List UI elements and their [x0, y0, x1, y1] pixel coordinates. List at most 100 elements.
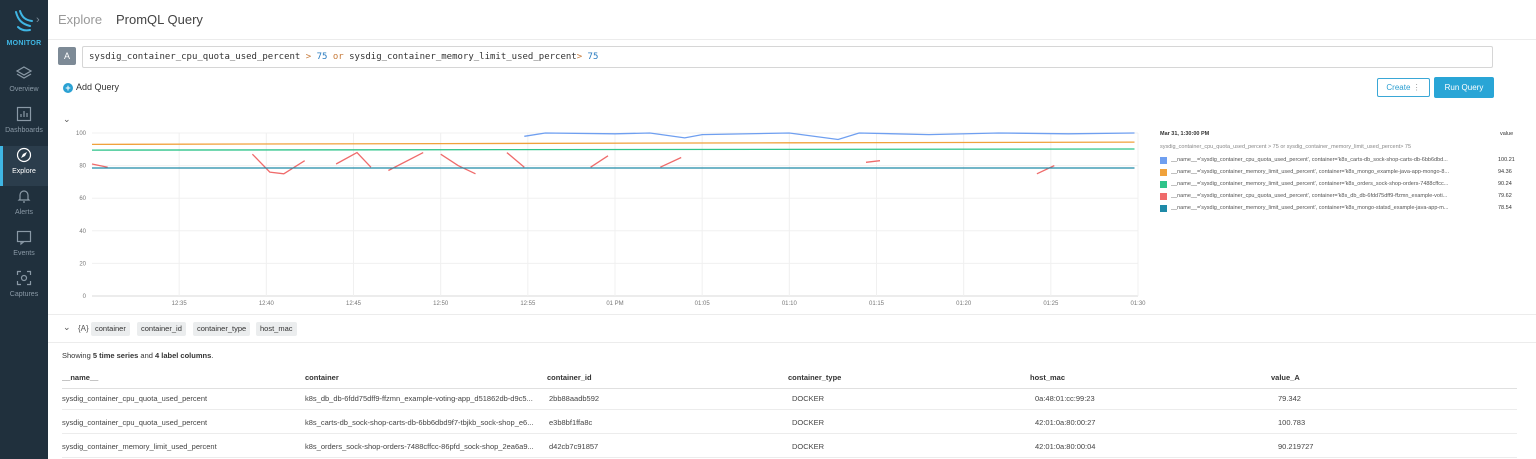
legend-series-value: 94.36: [1498, 169, 1512, 175]
sidebar-item-alerts[interactable]: Alerts: [0, 187, 48, 227]
legend-series-value: 100.21: [1498, 157, 1515, 163]
legend-value-header: value: [1500, 131, 1514, 137]
layers-icon: [15, 66, 33, 79]
table-row[interactable]: sysdig_container_cpu_quota_used_percent …: [62, 387, 1517, 410]
page-header: Explore PromQL Query: [48, 0, 1536, 40]
divider: [48, 342, 1536, 343]
sysdig-logo-icon[interactable]: [10, 8, 38, 36]
sidebar-item-events[interactable]: Events: [0, 228, 48, 268]
sidebar-item-captures[interactable]: Captures: [0, 269, 48, 309]
x-tick-label: 01:15: [869, 301, 885, 307]
table-cell: e3b8bf1ffa8c: [549, 418, 593, 427]
summary-text: and: [138, 351, 155, 360]
query-metric: sysdig_container_memory_limit_used_perce…: [349, 52, 577, 62]
legend-series-name: __name__='sysdig_container_memory_limit_…: [1171, 169, 1450, 175]
series-line-2: [91, 141, 1135, 146]
label-column-tag[interactable]: container_id: [137, 322, 186, 336]
column-header[interactable]: value_A: [1271, 373, 1300, 382]
y-tick-label: 20: [79, 261, 86, 267]
query-threshold: 75: [316, 52, 328, 62]
series-line-4: [660, 156, 682, 168]
table-cell: sysdig_container_cpu_quota_used_percent: [62, 394, 208, 403]
table-cell: 0a:48:01:cc:99:23: [1035, 394, 1095, 403]
timeseries-chart: 0 20 40 60 80 100 12:35 12:40 12:45 12:50 12:55 01 …: [76, 131, 1146, 307]
series-swatch: [1160, 193, 1167, 200]
dashboard-icon: [16, 106, 32, 122]
series-line-4: [506, 152, 525, 168]
label-column-tag[interactable]: container: [91, 322, 130, 336]
capture-icon: [16, 270, 32, 286]
add-query-button[interactable]: + Add Query: [63, 82, 119, 93]
column-header[interactable]: container_id: [547, 373, 592, 382]
table-cell: 90.219727: [1278, 442, 1314, 451]
y-tick-label: 40: [79, 229, 86, 235]
y-tick-label: 100: [76, 131, 87, 137]
table-cell: DOCKER: [792, 442, 825, 451]
summary-series-count: 5 time series: [92, 351, 139, 360]
query-operator: >: [576, 52, 583, 62]
compass-icon: [16, 147, 32, 163]
breadcrumb-explore[interactable]: Explore: [58, 12, 103, 27]
legend-row[interactable]: __name__='sysdig_container_cpu_quota_use…: [1160, 156, 1520, 166]
series-line-4: [440, 153, 476, 175]
table-row[interactable]: sysdig_container_cpu_quota_used_percent …: [62, 411, 1517, 434]
table-row[interactable]: sysdig_container_memory_limit_used_perce…: [62, 435, 1517, 458]
table-cell: DOCKER: [792, 394, 825, 403]
sidebar-item-label: Explore: [12, 168, 36, 175]
summary-text: Showing: [62, 351, 93, 360]
table-header-row: __name__ container container_id containe…: [62, 366, 1517, 389]
sidebar-item-label: Events: [13, 250, 35, 257]
summary-column-count: 4 label columns: [155, 351, 212, 360]
query-metric: sysdig_container_cpu_quota_used_percent: [89, 52, 301, 62]
legend-row[interactable]: __name__='sysdig_container_memory_limit_…: [1160, 204, 1520, 214]
legend-series-name: __name__='sysdig_container_cpu_quota_use…: [1171, 157, 1448, 163]
run-query-button[interactable]: Run Query: [1434, 77, 1494, 98]
x-tick-label: 01:05: [695, 301, 711, 307]
legend-series-name: __name__='sysdig_container_memory_limit_…: [1171, 205, 1449, 211]
legend-row[interactable]: __name__='sysdig_container_cpu_quota_use…: [1160, 192, 1520, 202]
series-line-1: [524, 132, 1135, 141]
table-cell: k8s_db_db-6fdd75dff9-ffzmn_example-votin…: [305, 394, 533, 403]
plus-circle-icon: +: [63, 83, 73, 93]
series-swatch: [1160, 181, 1167, 188]
legend-series-name: __name__='sysdig_container_cpu_quota_use…: [1171, 193, 1448, 199]
column-header[interactable]: container_type: [788, 373, 842, 382]
series-line-4: [335, 151, 372, 168]
create-button[interactable]: Create ⋮: [1377, 78, 1430, 97]
column-header[interactable]: host_mac: [1030, 373, 1066, 382]
table-cell: d42cb7c91857: [549, 442, 599, 451]
sidebar-item-overview[interactable]: Overview: [0, 64, 48, 104]
label-column-tag[interactable]: container_type: [193, 322, 251, 336]
expand-chevron-icon[interactable]: ›: [36, 14, 40, 26]
sidebar-item-dashboards[interactable]: Dashboards: [0, 105, 48, 145]
collapse-chart-chevron-icon[interactable]: ⌄: [63, 114, 71, 124]
y-tick-label: 0: [83, 294, 87, 300]
y-tick-label: 80: [79, 164, 86, 170]
sidebar-item-explore[interactable]: Explore: [0, 146, 48, 186]
collapse-table-chevron-icon[interactable]: ⌄: [63, 322, 71, 332]
column-header[interactable]: container: [305, 373, 339, 382]
legend-row[interactable]: __name__='sysdig_container_memory_limit_…: [1160, 180, 1520, 190]
x-tick-label: 01:10: [782, 301, 798, 307]
y-tick-label: 60: [79, 196, 86, 202]
series-swatch: [1160, 169, 1167, 176]
table-cell: DOCKER: [792, 418, 825, 427]
product-name: MONITOR: [6, 40, 42, 47]
legend-series-name: __name__='sysdig_container_memory_limit_…: [1171, 181, 1449, 187]
column-header[interactable]: __name__: [62, 373, 99, 382]
legend-row[interactable]: __name__='sysdig_container_memory_limit_…: [1160, 168, 1520, 178]
query-letter-badge: A: [58, 47, 76, 65]
x-tick-label: 12:35: [172, 301, 188, 307]
table-cell: 42:01:0a:80:00:04: [1035, 442, 1096, 451]
sidebar-item-label: Overview: [9, 86, 39, 93]
x-tick-label: 12:50: [433, 301, 449, 307]
sidebar-item-label: Captures: [9, 291, 39, 298]
page-title: PromQL Query: [116, 12, 203, 27]
promql-query-input[interactable]: sysdig_container_cpu_quota_used_percent …: [82, 46, 1493, 68]
query-group-label: {A}: [78, 324, 89, 333]
label-column-tag[interactable]: host_mac: [256, 322, 297, 336]
legend-query-text: sysdig_container_cpu_quota_used_percent …: [1160, 144, 1412, 150]
sidebar-item-label: Alerts: [15, 209, 33, 216]
table-cell: k8s_carts-db_sock-shop-carts-db-6bb6dbd9…: [305, 418, 534, 427]
query-or-keyword: or: [332, 52, 344, 62]
